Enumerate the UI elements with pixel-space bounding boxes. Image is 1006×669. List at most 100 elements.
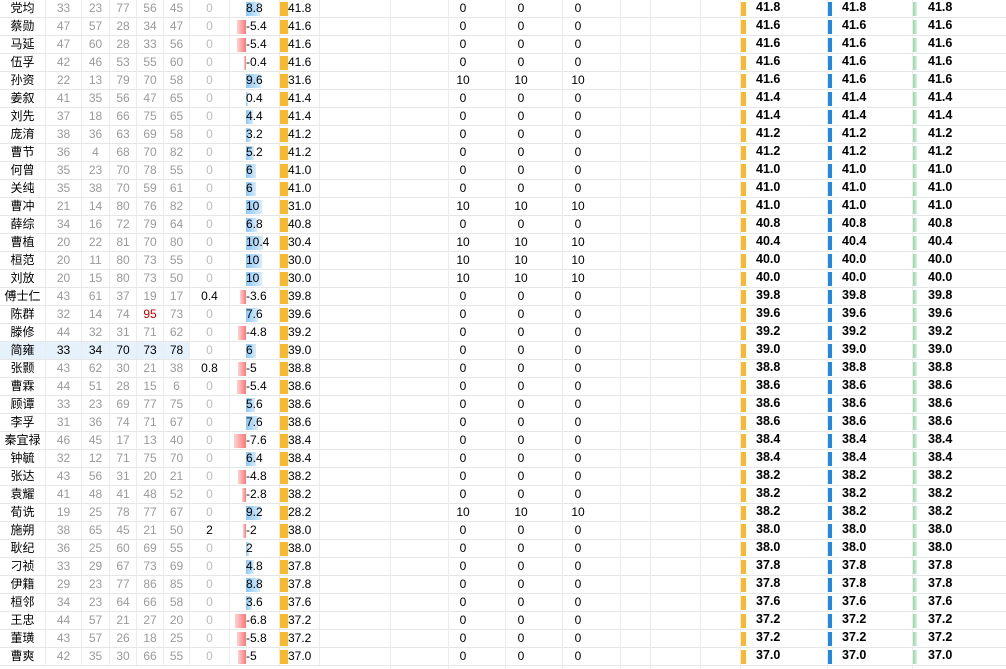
delta-cell[interactable]: 10: [230, 198, 280, 215]
stat-cell[interactable]: 63: [110, 126, 137, 143]
total-value[interactable]: 41.6: [756, 54, 781, 68]
value-cell[interactable]: 0: [574, 145, 582, 159]
total-value[interactable]: 38.2: [756, 468, 781, 482]
total-value[interactable]: 37.6: [756, 594, 781, 608]
bonus-cell[interactable]: 0: [190, 108, 230, 125]
table-row[interactable]: 何曾 35 23 70 78 55 0 6 41.0 0 0 0 41.0 41.0 41.0: [0, 162, 1006, 180]
value-cell[interactable]: 0: [574, 397, 582, 411]
delta-cell[interactable]: 3.6: [230, 594, 280, 611]
stat-cell[interactable]: 86: [137, 576, 164, 593]
total-value[interactable]: 38.4: [928, 450, 953, 464]
stat-cell[interactable]: 33: [137, 36, 164, 53]
value-cell[interactable]: 0: [459, 523, 467, 537]
stat-cell[interactable]: 66: [110, 108, 137, 125]
value-cell[interactable]: 0: [574, 109, 582, 123]
bonus-cell[interactable]: 0: [190, 198, 230, 215]
stat-cell[interactable]: 37: [46, 108, 82, 125]
stat-cell[interactable]: 77: [110, 0, 137, 17]
stat-cell[interactable]: 30: [110, 360, 137, 377]
name-cell[interactable]: 薛综: [0, 216, 46, 233]
stat-cell[interactable]: 56: [82, 468, 110, 485]
total-value[interactable]: 41.6: [928, 72, 953, 86]
total-value[interactable]: 38.6: [756, 396, 781, 410]
value-cell[interactable]: 0: [574, 559, 582, 573]
value-cell[interactable]: 0: [574, 181, 582, 195]
delta-cell[interactable]: -5: [230, 360, 280, 377]
bonus-cell[interactable]: 0: [190, 234, 230, 251]
table-row[interactable]: 曹霖 44 51 28 15 6 0 -5.4 38.6 0 0 0 38.6 38.6 38.6: [0, 378, 1006, 396]
delta-cell[interactable]: -6.8: [230, 612, 280, 629]
stat-cell[interactable]: 69: [137, 126, 164, 143]
total-value[interactable]: 38.0: [842, 522, 867, 536]
delta-cell[interactable]: 10: [230, 270, 280, 287]
value-cell[interactable]: 0: [517, 127, 525, 141]
stat-cell[interactable]: 35: [46, 162, 82, 179]
value-cell[interactable]: 10: [514, 253, 528, 267]
value-cell[interactable]: 0: [459, 397, 467, 411]
value-cell[interactable]: 0: [517, 145, 525, 159]
score-cell[interactable]: 41.4: [280, 90, 320, 107]
stat-cell[interactable]: 55: [164, 540, 190, 557]
total-value[interactable]: 41.2: [756, 144, 781, 158]
total-value[interactable]: 39.6: [842, 306, 867, 320]
value-cell[interactable]: 0: [517, 541, 525, 555]
name-cell[interactable]: 伍孚: [0, 54, 46, 71]
score-cell[interactable]: 38.2: [280, 486, 320, 503]
stat-cell[interactable]: 19: [137, 288, 164, 305]
name-cell[interactable]: 伊籍: [0, 576, 46, 593]
stat-cell[interactable]: 14: [82, 198, 110, 215]
score-cell[interactable]: 41.2: [280, 144, 320, 161]
name-cell[interactable]: 庞淯: [0, 126, 46, 143]
table-row[interactable]: 袁耀 41 48 41 48 52 0 -2.8 38.2 0 0 0 38.2 38.2 38.2: [0, 486, 1006, 504]
total-value[interactable]: 41.0: [756, 198, 781, 212]
stat-cell[interactable]: 77: [137, 396, 164, 413]
value-cell[interactable]: 10: [514, 235, 528, 249]
stat-cell[interactable]: 35: [82, 648, 110, 665]
total-value[interactable]: 37.0: [928, 648, 953, 662]
total-value[interactable]: 38.8: [756, 360, 781, 374]
delta-cell[interactable]: 5.2: [230, 144, 280, 161]
value-cell[interactable]: 0: [459, 595, 467, 609]
table-row[interactable]: 李孚 31 36 74 71 67 0 7.6 38.6 0 0 0 38.6 38.6 38.6: [0, 414, 1006, 432]
delta-cell[interactable]: 10.4: [230, 234, 280, 251]
score-cell[interactable]: 31.0: [280, 198, 320, 215]
stat-cell[interactable]: 41: [46, 486, 82, 503]
stat-cell[interactable]: 48: [137, 486, 164, 503]
delta-cell[interactable]: 0.4: [230, 90, 280, 107]
stat-cell[interactable]: 73: [137, 342, 164, 359]
stat-cell[interactable]: 58: [164, 594, 190, 611]
total-value[interactable]: 37.8: [756, 558, 781, 572]
value-cell[interactable]: 10: [514, 199, 528, 213]
stat-cell[interactable]: 65: [82, 522, 110, 539]
value-cell[interactable]: 0: [459, 577, 467, 591]
table-row[interactable]: 张颢 43 62 30 21 38 0.8 -5 38.8 0 0 0 38.8 38.8 38.8: [0, 360, 1006, 378]
table-row[interactable]: 马延 47 60 28 33 56 0 -5.4 41.6 0 0 0 41.6 41.6 41.6: [0, 36, 1006, 54]
total-value[interactable]: 38.2: [842, 504, 867, 518]
score-cell[interactable]: 37.6: [280, 594, 320, 611]
name-cell[interactable]: 董璜: [0, 630, 46, 647]
stat-cell[interactable]: 77: [137, 504, 164, 521]
score-cell[interactable]: 41.6: [280, 18, 320, 35]
table-row[interactable]: 简雍 33 34 70 73 78 0 6 39.0 0 0 0 39.0 39.0 39.0: [0, 342, 1006, 360]
bonus-cell[interactable]: 0: [190, 72, 230, 89]
value-cell[interactable]: 0: [459, 217, 467, 231]
score-cell[interactable]: 38.8: [280, 360, 320, 377]
stat-cell[interactable]: 68: [110, 144, 137, 161]
bonus-cell[interactable]: 0: [190, 162, 230, 179]
stat-cell[interactable]: 57: [82, 630, 110, 647]
delta-cell[interactable]: 2: [230, 540, 280, 557]
total-value[interactable]: 39.6: [928, 306, 953, 320]
total-value[interactable]: 41.6: [842, 18, 867, 32]
value-cell[interactable]: 0: [517, 433, 525, 447]
stat-cell[interactable]: 73: [137, 270, 164, 287]
stat-cell[interactable]: 29: [82, 558, 110, 575]
value-cell[interactable]: 0: [517, 379, 525, 393]
score-cell[interactable]: 31.6: [280, 72, 320, 89]
value-cell[interactable]: 0: [459, 613, 467, 627]
value-cell[interactable]: 0: [459, 451, 467, 465]
total-value[interactable]: 41.6: [928, 36, 953, 50]
total-value[interactable]: 38.4: [842, 432, 867, 446]
value-cell[interactable]: 10: [456, 73, 470, 87]
bonus-cell[interactable]: 2: [190, 522, 230, 539]
stat-cell[interactable]: 73: [137, 252, 164, 269]
